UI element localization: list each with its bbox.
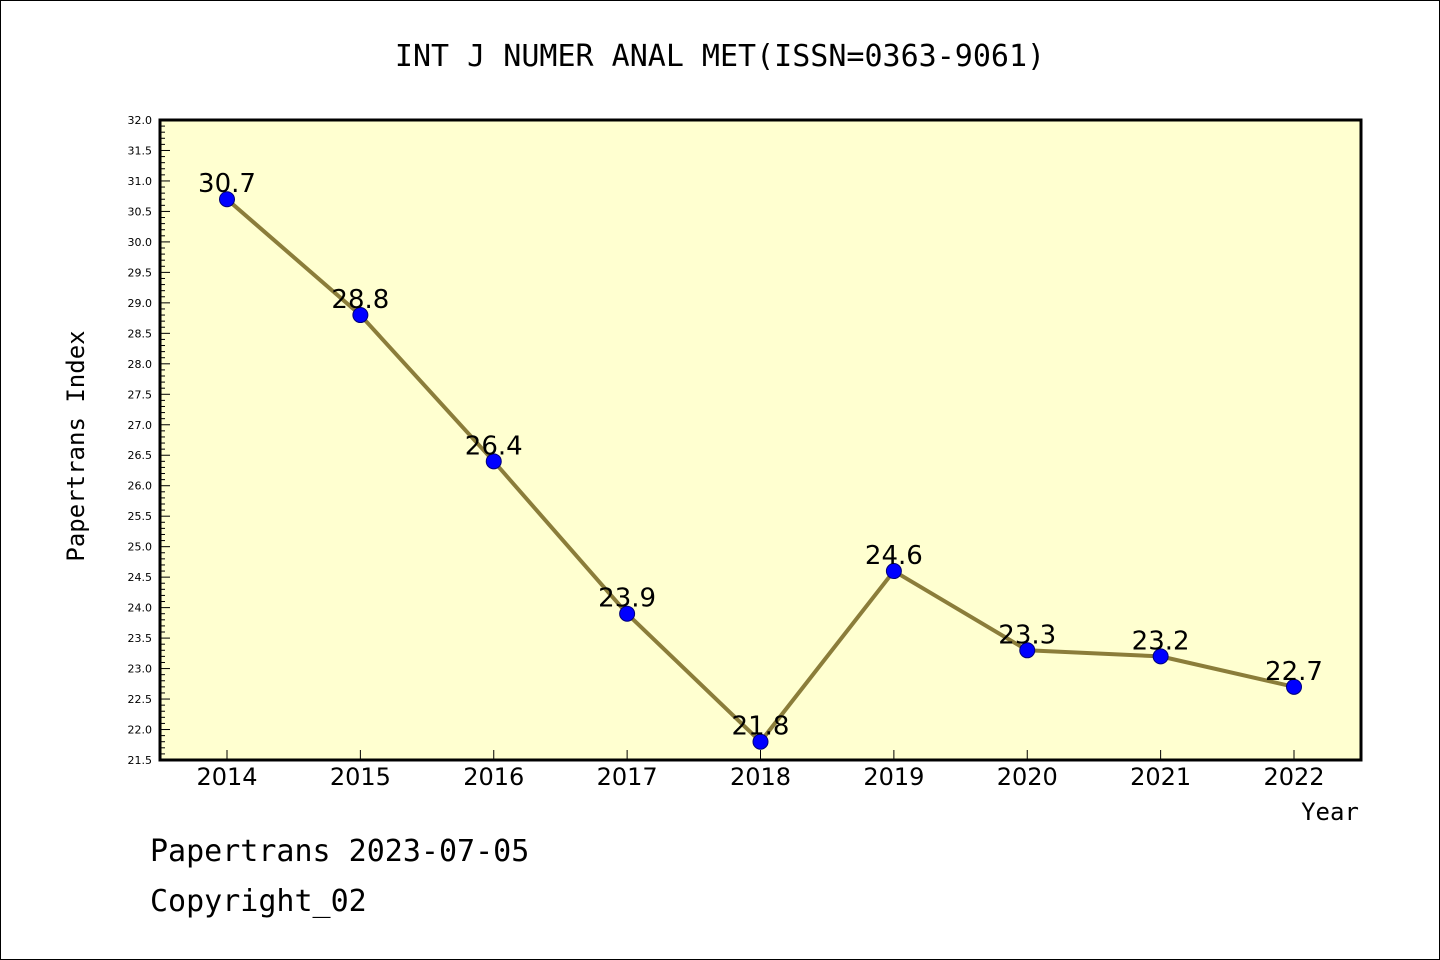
y-tick-label: 24.0 — [128, 602, 153, 615]
x-tick-label: 2021 — [1130, 763, 1191, 791]
plot-border — [158, 118, 1363, 762]
data-point — [1152, 648, 1169, 665]
data-point — [752, 733, 769, 750]
y-tick-label: 31.0 — [128, 175, 153, 188]
y-tick-label: 28.5 — [128, 327, 153, 340]
x-axis: 2014 2015 2016 2017 2018 2019 2020 2021 2022 — [196, 750, 1325, 791]
data-label: 21.8 — [732, 712, 790, 742]
y-tick-label: 26.0 — [128, 480, 153, 493]
x-axis-label: Year — [1301, 798, 1359, 826]
x-tick-label: 2016 — [463, 763, 524, 791]
data-label: 30.7 — [198, 169, 256, 199]
data-point — [352, 307, 369, 324]
data-label: 23.9 — [598, 584, 656, 614]
y-tick-label: 24.5 — [128, 571, 153, 584]
data-label: 24.6 — [865, 541, 923, 571]
data-label: 26.4 — [465, 431, 523, 461]
y-axis: 21.5 22.0 22.5 23.0 23.5 24.0 24.5 25.0 25.5 26.0… — [128, 114, 170, 767]
plot-area — [160, 120, 1361, 760]
footer-copyright-text: Copyright_02 — [150, 884, 367, 919]
x-tick-label: 2014 — [196, 763, 257, 791]
y-tick-label: 32.0 — [128, 114, 153, 127]
data-label: 23.3 — [998, 620, 1056, 650]
x-tick-label: 2022 — [1263, 763, 1324, 791]
chart-title: INT J NUMER ANAL MET(ISSN=0363-9061) — [395, 39, 1045, 74]
y-tick-label: 30.0 — [128, 236, 153, 249]
x-tick-label: 2015 — [330, 763, 391, 791]
footer-date-text: Papertrans 2023-07-05 — [150, 834, 530, 869]
data-point — [619, 605, 636, 622]
y-tick-label: 28.0 — [128, 358, 153, 371]
series-markers — [219, 191, 1302, 750]
y-tick-label: 25.5 — [128, 510, 153, 523]
y-axis-label: Papertrans Index — [62, 330, 90, 561]
data-labels: 30.7 28.8 26.4 23.9 21.8 24.6 23.3 23.2 22.7 — [198, 169, 1323, 741]
y-tick-label: 29.5 — [128, 266, 153, 279]
x-tick-label: 2019 — [863, 763, 924, 791]
y-tick-label: 27.5 — [128, 388, 153, 401]
data-label: 22.7 — [1265, 657, 1323, 687]
x-tick-label: 2018 — [730, 763, 791, 791]
y-tick-label: 23.5 — [128, 632, 153, 645]
y-tick-label: 29.0 — [128, 297, 153, 310]
y-tick-label: 27.0 — [128, 419, 153, 432]
data-label: 23.2 — [1132, 626, 1190, 656]
data-point — [885, 563, 902, 580]
data-point — [485, 453, 502, 470]
y-tick-label: 22.5 — [128, 693, 153, 706]
y-tick-label: 31.5 — [128, 144, 153, 157]
y-tick-label: 22.0 — [128, 724, 153, 737]
y-tick-label: 21.5 — [128, 754, 153, 767]
y-tick-label: 26.5 — [128, 449, 153, 462]
data-point — [219, 191, 235, 208]
y-tick-label: 23.0 — [128, 663, 153, 676]
x-tick-label: 2017 — [597, 763, 658, 791]
x-tick-label: 2020 — [997, 763, 1058, 791]
data-point — [1286, 678, 1302, 695]
data-point — [1019, 642, 1036, 659]
y-tick-label: 30.5 — [128, 205, 153, 218]
y-tick-label: 25.0 — [128, 541, 153, 554]
data-label: 28.8 — [331, 285, 389, 315]
